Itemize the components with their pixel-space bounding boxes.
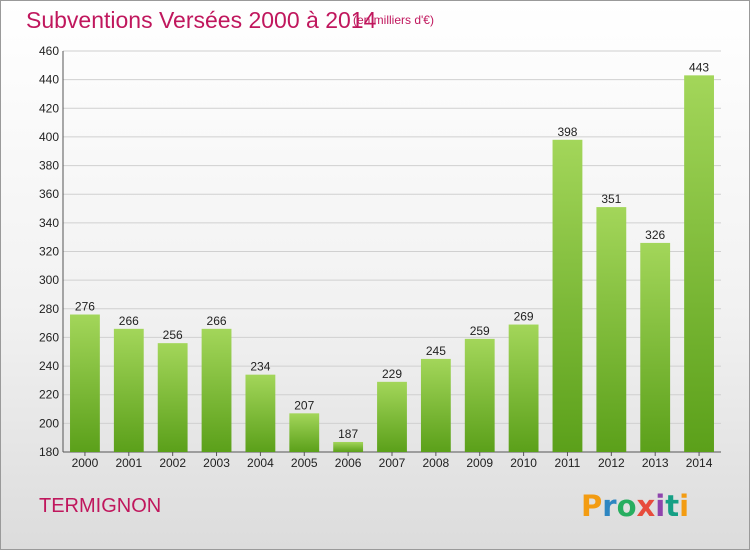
data-label-2000: 276 <box>75 300 95 314</box>
x-tick-label: 2007 <box>379 456 406 470</box>
bar-2001 <box>113 328 144 452</box>
y-tick-label: 400 <box>39 130 59 144</box>
data-label-2001: 266 <box>119 314 139 328</box>
x-tick-label: 2013 <box>642 456 669 470</box>
bar-2014 <box>684 75 714 452</box>
y-tick-label: 220 <box>39 388 59 402</box>
y-tick-label: 180 <box>39 445 59 459</box>
x-tick-label: 2011 <box>555 456 581 470</box>
x-tick-label: 2009 <box>466 456 493 470</box>
x-tick-label: 2003 <box>203 456 230 470</box>
bar-2009 <box>464 338 495 452</box>
y-tick-label: 380 <box>39 159 59 173</box>
x-tick-label: 2004 <box>247 456 274 470</box>
unit-label: (en milliers d'€) <box>353 13 434 27</box>
data-label-2010: 269 <box>514 310 534 324</box>
bar-2007 <box>377 381 407 452</box>
bar-2006 <box>333 441 364 452</box>
data-label-2005: 207 <box>294 398 314 412</box>
y-tick-label: 320 <box>39 245 59 259</box>
data-label-2012: 351 <box>601 192 621 206</box>
y-tick-label: 360 <box>39 187 59 201</box>
bar-2013 <box>640 242 671 452</box>
data-label-2002: 256 <box>163 328 183 342</box>
bar-2005 <box>289 413 320 452</box>
data-label-2007: 229 <box>382 367 402 381</box>
y-tick-label: 260 <box>39 330 59 344</box>
data-label-2006: 187 <box>338 427 358 441</box>
bar-2003 <box>201 328 232 452</box>
x-tick-label: 2014 <box>686 456 713 470</box>
x-tick-label: 2012 <box>598 456 625 470</box>
data-label-2014: 443 <box>689 60 709 74</box>
bars <box>70 75 714 453</box>
bar-2010 <box>508 324 539 452</box>
bar-2011 <box>552 139 583 453</box>
x-tick-label: 2001 <box>115 456 142 470</box>
x-tick-label: 2008 <box>423 456 450 470</box>
y-tick-label: 240 <box>39 359 59 373</box>
bar-2002 <box>157 343 188 452</box>
y-tick-label: 420 <box>39 101 59 115</box>
bar-2008 <box>420 358 451 452</box>
x-tick-label: 2002 <box>159 456 186 470</box>
bar-2000 <box>70 314 100 452</box>
data-label-2008: 245 <box>426 344 446 358</box>
y-tick-label: 460 <box>39 44 59 58</box>
data-label-2011: 398 <box>557 125 577 139</box>
x-tick-label: 2006 <box>335 456 362 470</box>
x-tick-label: 2000 <box>72 456 99 470</box>
y-tick-label: 340 <box>39 216 59 230</box>
y-tick-label: 300 <box>39 273 59 287</box>
commune-name: TERMIGNON <box>39 495 162 517</box>
y-tick-label: 280 <box>39 302 59 316</box>
x-tick-label: 2005 <box>291 456 318 470</box>
data-label-2009: 259 <box>470 324 490 338</box>
proxiti-logo: Proxiti <box>581 489 690 523</box>
chart-title: Subventions Versées 2000 à 2014 <box>26 7 377 33</box>
y-tick-label: 200 <box>39 416 59 430</box>
y-tick-label: 440 <box>39 73 59 87</box>
labels: 276 2000 266 2001 256 2002 266 2003 234 2004 207 20… <box>72 60 713 470</box>
data-label-2013: 326 <box>645 228 665 242</box>
bar-2004 <box>245 374 276 452</box>
bar-2012 <box>596 207 627 452</box>
x-tick-label: 2010 <box>510 456 537 470</box>
data-label-2003: 266 <box>207 314 227 328</box>
data-label-2004: 234 <box>250 360 270 374</box>
